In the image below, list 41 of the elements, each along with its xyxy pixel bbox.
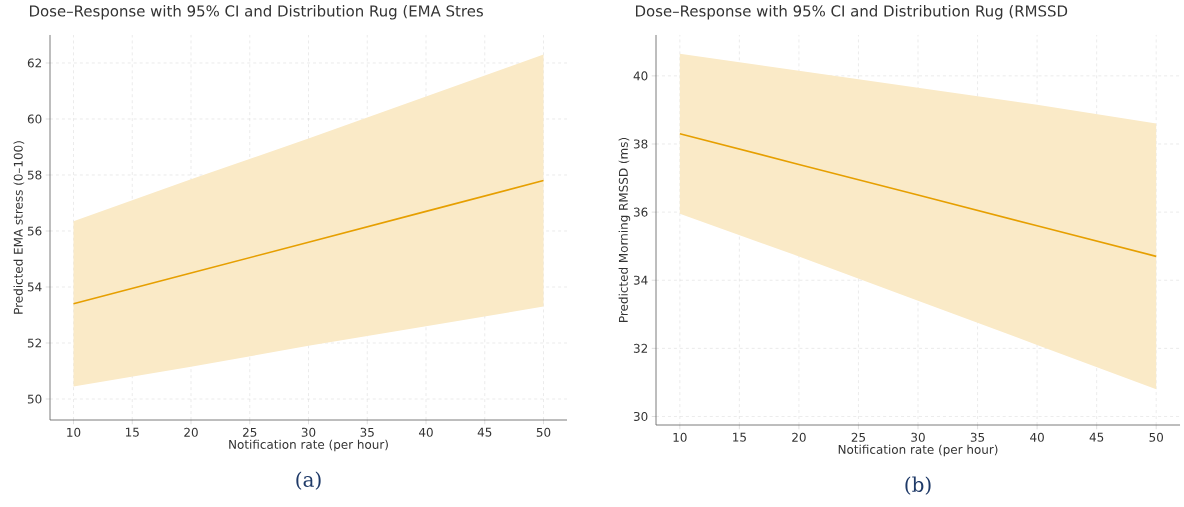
y-tick-label: 58 [27,170,42,180]
y-tick-label: 50 [27,394,42,404]
x-tick-label: 35 [360,427,374,437]
y-axis-title: Predicted EMA stress (0–100) [13,141,25,314]
y-tick-label: 56 [27,226,42,236]
x-tick-label: 45 [477,427,492,437]
x-tick-label: 30 [911,432,925,442]
x-tick-label: 40 [418,427,433,437]
y-tick-label: 30 [633,411,648,422]
x-tick-label: 10 [67,427,81,437]
chart-title: Dose–Response with 95% CI and Distribution Rug (EMA Stres [29,5,483,20]
y-tick-label: 52 [27,338,42,348]
text: (a) [296,471,321,490]
x-tick-label: 10 [673,432,687,442]
y-tick-label: 38 [633,139,648,149]
x-tick-label: 15 [733,432,746,442]
x-axis-title: Notification rate (per hour) [838,444,998,457]
y-tick-label: 40 [633,71,648,81]
x-tick-label: 15 [125,427,139,437]
y-tick-label: 60 [27,114,42,124]
y-axis-title: Predicted Morning RMSSD (ms) [618,137,631,322]
y-tick-label: 62 [27,58,42,68]
x-tick-label: 50 [536,427,551,437]
line-series [72,179,545,305]
y-tick-label: 32 [633,343,648,353]
x-tick-label: 25 [851,432,866,442]
y-tick-label: 34 [633,275,648,285]
x-tick-label: 20 [792,432,806,442]
x-tick-label: 20 [184,427,198,437]
x-tick-label: 30 [301,427,316,437]
chart-title: Dose–Response with 95% CI and Distribution Rug (RMSSD [636,5,1068,20]
x-axis-title: Notification rate (per hour) [229,439,388,452]
y-tick-label: 54 [27,282,42,292]
line-series [679,132,1157,258]
x-tick-label: 45 [1089,432,1104,442]
text: (b) [905,476,931,495]
x-tick-label: 25 [243,427,257,437]
y-tick-label: 36 [633,207,648,217]
x-tick-label: 50 [1149,432,1164,442]
x-tick-label: 35 [970,432,985,442]
x-tick-label: 40 [1030,432,1044,442]
